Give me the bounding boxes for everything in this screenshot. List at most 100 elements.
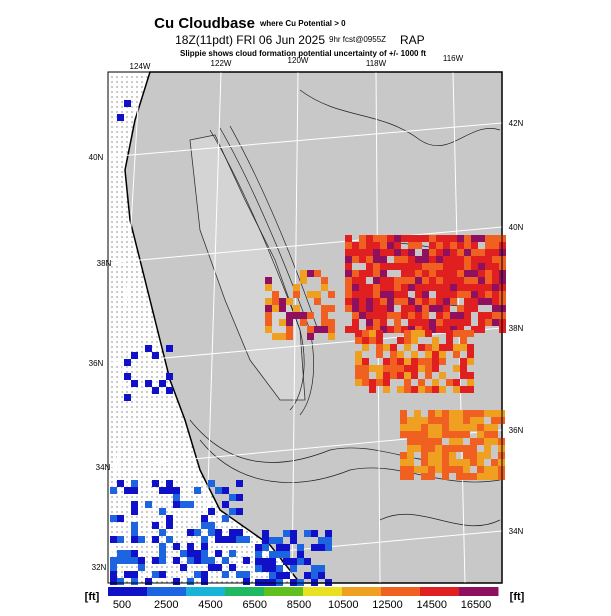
cell <box>408 298 415 305</box>
cell <box>380 291 387 298</box>
cell <box>464 291 471 298</box>
cell <box>272 298 279 305</box>
cell <box>442 424 449 431</box>
cell <box>414 424 421 431</box>
cell <box>463 410 470 417</box>
cell <box>443 263 450 270</box>
cell <box>492 312 499 319</box>
cell <box>397 351 404 358</box>
cell <box>117 578 124 585</box>
cell <box>380 305 387 312</box>
cell <box>457 305 464 312</box>
cell <box>404 379 411 386</box>
cell <box>414 431 421 438</box>
cell <box>283 572 290 579</box>
cell <box>362 337 369 344</box>
cell <box>110 578 117 585</box>
cell <box>390 358 397 365</box>
cell <box>152 571 159 578</box>
cell <box>173 543 180 550</box>
cell <box>485 263 492 270</box>
cell <box>366 249 373 256</box>
cell <box>236 494 243 501</box>
cell <box>390 372 397 379</box>
cell <box>321 312 328 319</box>
cell <box>478 291 485 298</box>
cell <box>429 326 436 333</box>
cell <box>422 298 429 305</box>
cell <box>442 466 449 473</box>
cell <box>311 565 318 572</box>
cell <box>457 263 464 270</box>
cell <box>436 319 443 326</box>
cell <box>394 242 401 249</box>
cell <box>159 550 166 557</box>
cell <box>485 242 492 249</box>
cell <box>145 380 152 387</box>
cell <box>380 326 387 333</box>
cell <box>159 380 166 387</box>
cell <box>436 284 443 291</box>
cell <box>345 249 352 256</box>
cell <box>394 249 401 256</box>
cell <box>439 386 446 393</box>
cell <box>376 372 383 379</box>
cell <box>422 284 429 291</box>
model: RAP <box>400 33 425 47</box>
cell <box>484 473 491 480</box>
cell <box>460 386 467 393</box>
cell <box>421 417 428 424</box>
cell <box>470 424 477 431</box>
cell <box>478 298 485 305</box>
cell <box>373 249 380 256</box>
cell <box>269 565 276 572</box>
cell <box>265 312 272 319</box>
cell <box>229 550 236 557</box>
cell <box>359 305 366 312</box>
cell <box>215 564 222 571</box>
colorbar-label: 14500 <box>416 599 447 611</box>
cell <box>387 291 394 298</box>
cell <box>110 571 117 578</box>
cell <box>366 305 373 312</box>
cell <box>187 550 194 557</box>
cell <box>373 298 380 305</box>
cell <box>394 263 401 270</box>
cell <box>397 372 404 379</box>
cell <box>492 284 499 291</box>
cell <box>362 330 369 337</box>
cell <box>477 459 484 466</box>
cell <box>415 242 422 249</box>
cell <box>401 235 408 242</box>
cell <box>373 277 380 284</box>
cell <box>453 379 460 386</box>
cell <box>117 557 124 564</box>
cell <box>429 277 436 284</box>
cell <box>477 424 484 431</box>
cell <box>359 242 366 249</box>
cell <box>293 305 300 312</box>
cell <box>352 249 359 256</box>
cell <box>201 550 208 557</box>
cell <box>222 487 229 494</box>
cell <box>414 417 421 424</box>
cell <box>401 305 408 312</box>
cell <box>159 571 166 578</box>
cell <box>471 235 478 242</box>
lat-label: 38N <box>97 259 112 268</box>
cell <box>478 284 485 291</box>
cell <box>318 537 325 544</box>
cell <box>408 326 415 333</box>
cell <box>443 305 450 312</box>
cell <box>450 277 457 284</box>
cell <box>369 330 376 337</box>
cell <box>352 319 359 326</box>
lat-label: 34N <box>96 463 111 472</box>
cell <box>166 387 173 394</box>
cell <box>463 424 470 431</box>
cell <box>407 445 414 452</box>
cell <box>222 571 229 578</box>
cell <box>415 319 422 326</box>
cell <box>485 298 492 305</box>
cell <box>279 298 286 305</box>
